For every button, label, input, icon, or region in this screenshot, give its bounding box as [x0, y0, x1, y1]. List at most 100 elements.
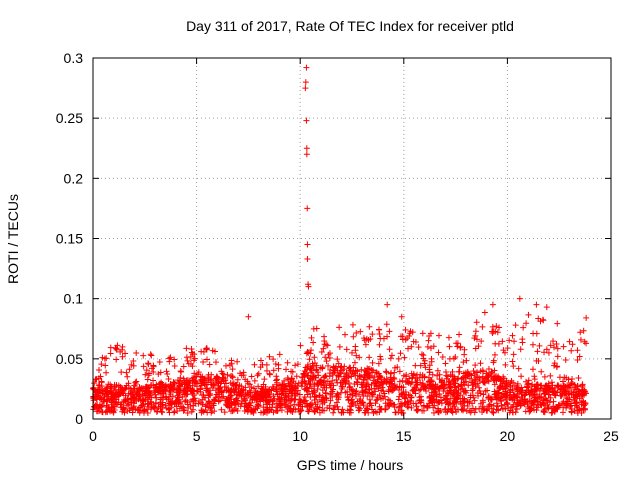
data-point — [185, 405, 192, 412]
data-point — [436, 399, 443, 406]
data-point — [299, 403, 306, 410]
data-point — [343, 346, 350, 353]
data-point — [493, 406, 500, 413]
data-point — [130, 358, 137, 365]
data-point — [99, 354, 106, 361]
data-point — [349, 368, 356, 375]
data-point — [391, 382, 398, 389]
data-point — [223, 380, 230, 387]
data-point — [240, 369, 247, 376]
data-point — [91, 380, 98, 387]
data-point — [466, 399, 473, 406]
data-point — [220, 374, 227, 381]
data-point — [445, 400, 452, 407]
data-point — [565, 376, 572, 383]
data-point — [144, 409, 151, 416]
data-point — [461, 402, 468, 409]
data-point — [397, 350, 404, 357]
data-point — [126, 407, 133, 414]
data-point — [283, 366, 290, 373]
data-point — [392, 409, 399, 416]
data-point — [507, 389, 514, 396]
data-point — [460, 395, 467, 402]
data-point — [417, 386, 424, 393]
data-point — [212, 359, 219, 366]
data-point — [455, 368, 462, 375]
data-point — [289, 387, 296, 394]
data-point — [324, 342, 331, 349]
data-point — [257, 364, 264, 371]
data-point — [178, 381, 185, 388]
data-point — [507, 382, 514, 389]
data-point — [543, 397, 550, 404]
data-point — [394, 364, 401, 371]
data-point — [195, 398, 202, 405]
data-point — [388, 352, 395, 359]
data-point — [516, 295, 523, 302]
data-point — [347, 407, 354, 414]
data-point — [341, 331, 348, 338]
data-point — [227, 379, 234, 386]
data-point — [235, 385, 242, 392]
data-point — [297, 342, 304, 349]
data-point — [376, 331, 383, 338]
data-point — [480, 368, 487, 375]
data-point — [430, 343, 437, 350]
data-point — [401, 354, 408, 361]
data-point — [92, 389, 99, 396]
data-point — [167, 354, 174, 361]
data-point — [223, 396, 230, 403]
data-point — [452, 380, 459, 387]
data-point — [321, 341, 328, 348]
data-point — [545, 349, 552, 356]
data-point — [303, 151, 310, 158]
data-point — [536, 342, 543, 349]
data-point — [180, 407, 187, 414]
data-point — [248, 373, 255, 380]
data-point — [522, 398, 529, 405]
data-point — [348, 373, 355, 380]
x-axis-label: GPS time / hours — [297, 457, 404, 473]
data-point — [251, 393, 258, 400]
y-axis-label: ROTI / TECUs — [5, 194, 21, 284]
data-point — [273, 376, 280, 383]
data-point — [566, 403, 573, 410]
data-point — [369, 406, 376, 413]
data-point — [545, 404, 552, 411]
data-point — [567, 381, 574, 388]
data-point — [333, 399, 340, 406]
data-point — [434, 372, 441, 379]
data-point — [477, 360, 484, 367]
data-point — [181, 391, 188, 398]
data-point — [387, 378, 394, 385]
data-point — [258, 385, 265, 392]
data-point — [263, 367, 270, 374]
data-point — [302, 79, 309, 86]
data-point — [447, 405, 454, 412]
data-point — [368, 366, 375, 373]
data-point — [296, 391, 303, 398]
data-point — [526, 391, 533, 398]
data-point — [174, 408, 181, 415]
data-point — [468, 372, 475, 379]
data-point — [304, 205, 311, 212]
data-point — [335, 372, 342, 379]
data-point — [554, 353, 561, 360]
y-tick-label: 0.25 — [56, 110, 83, 126]
data-point — [472, 406, 479, 413]
data-point — [454, 376, 461, 383]
data-point — [352, 392, 359, 399]
data-point — [262, 397, 269, 404]
data-point — [261, 376, 268, 383]
chart-title: Day 311 of 2017, Rate Of TEC Index for r… — [186, 18, 514, 34]
data-point — [412, 339, 419, 346]
data-point — [409, 374, 416, 381]
data-point — [525, 388, 532, 395]
data-point — [395, 355, 402, 362]
data-point — [509, 358, 516, 365]
data-point — [520, 324, 527, 331]
data-point — [227, 372, 234, 379]
data-point — [276, 402, 283, 409]
data-point — [471, 397, 478, 404]
data-point — [308, 347, 315, 354]
